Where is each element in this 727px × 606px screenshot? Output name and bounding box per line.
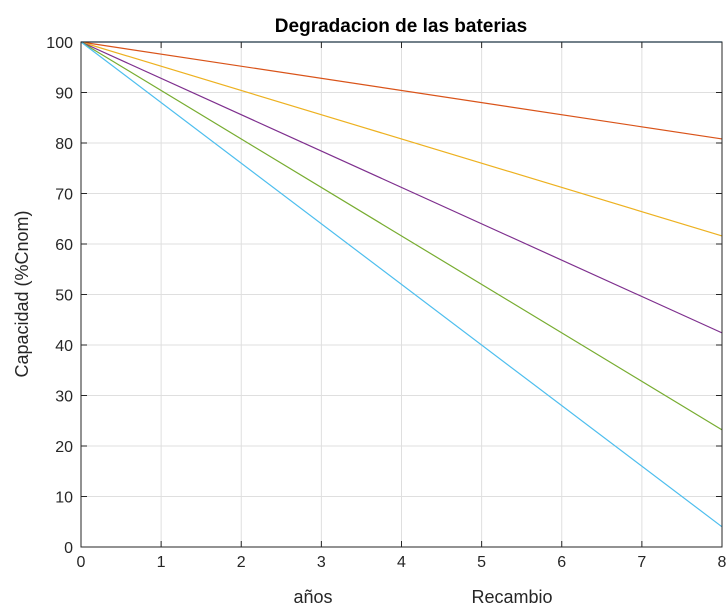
- y-tick-label: 60: [55, 237, 73, 254]
- x-tick-label: 3: [317, 554, 326, 571]
- y-tick-label: 30: [55, 389, 73, 406]
- chart-title: Degradacion de las baterias: [275, 16, 527, 37]
- y-tick-label: 40: [55, 338, 73, 355]
- grid-lines: [80, 41, 723, 548]
- x-axis-label: años: [293, 587, 332, 606]
- series-line-2: [80, 41, 723, 140]
- y-tick-label: 100: [46, 35, 73, 52]
- series-line-6: [80, 41, 723, 528]
- y-tick-label: 70: [55, 187, 73, 204]
- x-tick-label: 2: [237, 554, 246, 571]
- x-axis-secondary-label: Recambio: [471, 587, 552, 606]
- y-tick-label: 0: [64, 540, 73, 557]
- y-tick-label: 10: [55, 490, 73, 507]
- x-tick-label: 6: [557, 554, 566, 571]
- x-tick-label: 1: [157, 554, 166, 571]
- x-tick-label: 7: [637, 554, 646, 571]
- series-line-3: [80, 41, 723, 237]
- series-line-5: [80, 41, 723, 431]
- series-line-4: [80, 41, 723, 334]
- y-tick-label: 50: [55, 288, 73, 305]
- y-tick-label: 90: [55, 86, 73, 103]
- y-axis-label: Capacidad (%Cnom): [12, 210, 32, 377]
- y-tick-label: 20: [55, 439, 73, 456]
- x-tick-label: 8: [718, 554, 727, 571]
- y-tick-label: 80: [55, 136, 73, 153]
- x-tick-label: 0: [77, 554, 86, 571]
- x-tick-label: 4: [397, 554, 406, 571]
- x-tick-label: 5: [477, 554, 486, 571]
